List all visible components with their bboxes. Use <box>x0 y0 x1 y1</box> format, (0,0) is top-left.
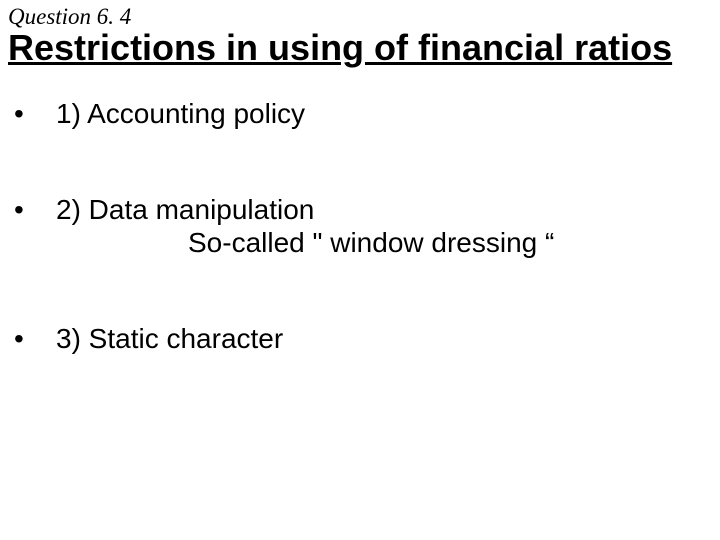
question-label: Question 6. 4 <box>8 4 712 29</box>
list-item: • 1) Accounting policy <box>8 97 712 131</box>
bullet-icon: • <box>14 322 24 356</box>
bullet-icon: • <box>14 193 24 227</box>
bullet-text: 3) Static character <box>56 323 283 354</box>
bullet-text: 1) Accounting policy <box>56 98 305 129</box>
slide-title: Restrictions in using of financial ratio… <box>8 29 712 67</box>
bullet-list: • 1) Accounting policy • 2) Data manipul… <box>8 97 712 355</box>
bullet-subtext: So-called " window dressing “ <box>56 226 712 260</box>
list-item: • 2) Data manipulation So-called " windo… <box>8 193 712 260</box>
bullet-icon: • <box>14 97 24 131</box>
slide: Question 6. 4 Restrictions in using of f… <box>0 0 720 540</box>
bullet-text: 2) Data manipulation <box>56 194 314 225</box>
list-item: • 3) Static character <box>8 322 712 356</box>
